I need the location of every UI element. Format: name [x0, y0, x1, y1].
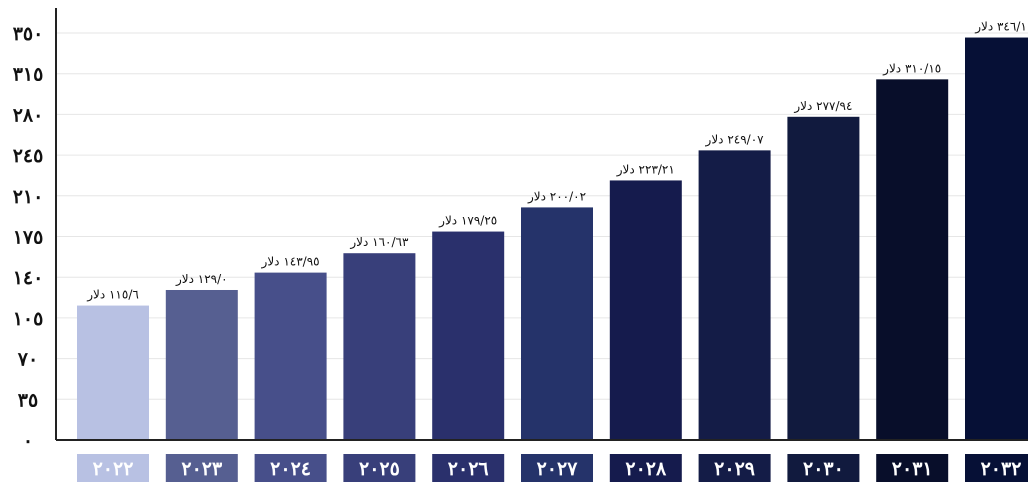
x-tick-box	[521, 454, 593, 482]
x-axis-ticks: ٢٠٢٢ ٢٠٢٣ ٢٠٢٤ ٢٠٢٥ ٢٠٢٦ ٢٠٢٧ ٢٠٢٨ ٢٠٢٩ ٢٠٣٠ ٢٠٣١…	[77, 454, 1028, 482]
x-tick-label: ٢٠٣٢	[981, 458, 1022, 480]
data-label: ١٦٠/٦٣ دلار	[349, 235, 409, 250]
data-label: ٢٠٠/٠٢ دلار	[527, 189, 586, 204]
data-label: ٣١٠/١٥ دلار	[882, 61, 941, 76]
y-tick-label: ١٠٥	[13, 308, 44, 330]
data-label: ١٧٩/٢٥ دلار	[438, 214, 497, 229]
data-label: ٢٤٩/٠٧ دلار	[705, 132, 765, 147]
x-tick-label: ٢٠٢٦	[448, 458, 489, 480]
bar	[77, 305, 149, 440]
x-tick-label: ٢٠٣١	[892, 458, 933, 480]
y-tick-label: ٢٤٥	[13, 145, 44, 167]
data-label: ٢٧٧/٩٤ دلار	[793, 99, 852, 114]
x-tick-label: ٢٠٢٥	[359, 458, 400, 480]
y-tick-label: ١٤٠	[13, 267, 44, 289]
bar	[698, 150, 771, 440]
x-tick-label: ٢٠٢٩	[714, 458, 755, 480]
x-tick-label: ٢٠٢٣	[181, 458, 223, 480]
x-tick-label: ٢٠٢٤	[270, 458, 311, 480]
x-tick-label: ٢٠٢٧	[537, 458, 579, 480]
data-label: ٣٤٦/١ دلار	[974, 20, 1027, 35]
data-labels: ١١٥/٦ دلار ١٢٩/٠ دلار ١٤٣/٩٥ دلار ١٦٠/٦٣ دل…	[86, 20, 1027, 303]
x-tick-label: ٢٠٣٠	[803, 458, 844, 480]
bars	[77, 37, 1028, 441]
x-tick-box	[876, 454, 949, 482]
x-tick-box	[254, 454, 327, 482]
x-tick-box	[77, 454, 149, 482]
bar	[521, 207, 593, 440]
y-tick-label: ٣١٥	[13, 64, 44, 86]
data-label: ١٢٩/٠ دلار	[175, 272, 228, 287]
x-tick-box	[787, 454, 860, 482]
bar	[609, 180, 682, 440]
bar	[343, 253, 416, 440]
x-tick-box	[165, 454, 238, 482]
y-tick-label: ٧٠	[17, 349, 38, 371]
x-tick-box	[432, 454, 505, 482]
bar	[965, 37, 1028, 440]
x-tick-label: ٢٠٢٨	[625, 458, 667, 480]
y-tick-label: ٣٥٠	[13, 23, 44, 45]
bar	[165, 289, 238, 440]
x-tick-box	[343, 454, 416, 482]
y-tick-label: ٢٨٠	[13, 104, 44, 126]
x-tick-box	[609, 454, 682, 482]
bar	[432, 231, 505, 440]
y-tick-label: ٣٥	[18, 389, 38, 411]
bar	[787, 116, 860, 441]
y-tick-label: ١٧٥	[13, 227, 44, 249]
data-label: ١٤٣/٩٥ دلار	[261, 255, 320, 270]
x-tick-label: ٢٠٢٢	[93, 458, 134, 480]
y-axis-ticks: ٠ ٣٥ ٧٠ ١٠٥ ١٤٠ ١٧٥ ٢١٠ ٢٤٥ ٢٨٠ ٣١٥ ٣٥٠	[13, 23, 44, 452]
y-tick-label: ٢١٠	[13, 186, 44, 208]
data-label: ١١٥/٦ دلار	[86, 288, 139, 303]
x-tick-box	[698, 454, 771, 482]
x-tick-box	[965, 454, 1028, 482]
bar	[876, 79, 949, 441]
y-tick-label: ٠	[23, 430, 33, 452]
bar	[254, 272, 327, 440]
data-label: ٢٢٣/٢١ دلار	[616, 162, 675, 177]
